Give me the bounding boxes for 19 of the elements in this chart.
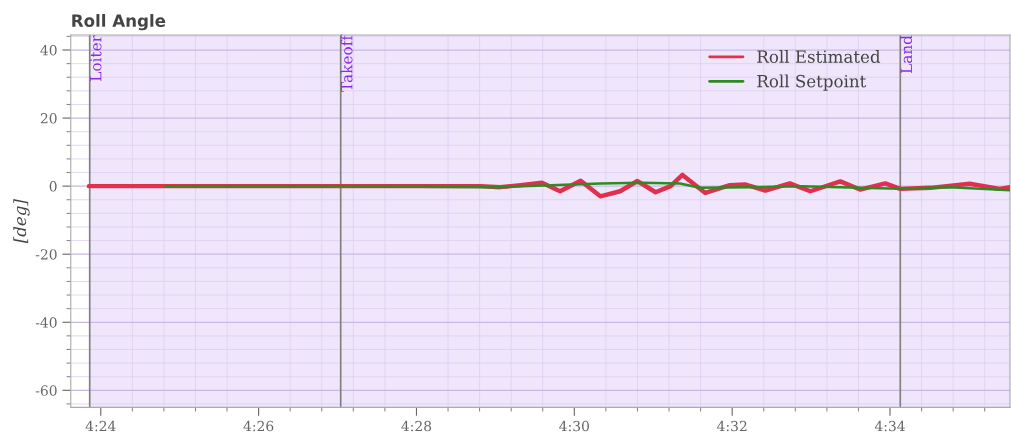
x-tick-label: 4:24	[85, 420, 116, 432]
legend-label: Roll Estimated	[757, 50, 881, 63]
x-tick-label: 4:30	[559, 420, 589, 432]
ref-line-label: Land	[900, 35, 913, 74]
ref-line-label: Loiter	[90, 35, 102, 81]
chart-title: Roll Angle	[72, 14, 166, 31]
x-tick-label: 4:28	[401, 420, 432, 432]
y-tick-label: 20	[40, 113, 57, 124]
y-tick-label: -20	[35, 249, 57, 260]
ref-line-label: Takeoff	[340, 34, 353, 92]
y-tick-label: -40	[35, 317, 57, 328]
y-tick-label: 40	[40, 44, 57, 56]
x-tick-label: 4:34	[874, 420, 905, 432]
x-tick-label: 4:32	[717, 420, 747, 432]
x-tick-label: 4:26	[243, 420, 274, 432]
y-tick-label: -60	[35, 385, 57, 396]
y-axis-title: [deg]	[13, 199, 30, 244]
y-tick-label: 0	[49, 181, 57, 192]
legend-label: Roll Setpoint	[757, 74, 867, 91]
